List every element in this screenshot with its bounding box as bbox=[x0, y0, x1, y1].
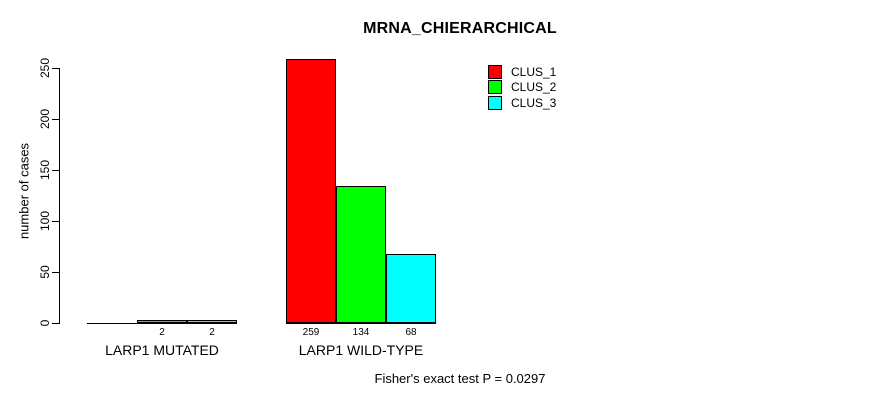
legend: CLUS_1 CLUS_2 CLUS_3 bbox=[488, 64, 556, 111]
bar-clus-3-larp1-mutated bbox=[187, 320, 237, 323]
y-tick bbox=[52, 68, 59, 69]
legend-row-clus-1: CLUS_1 bbox=[488, 64, 556, 80]
group-baseline bbox=[87, 323, 237, 324]
group-baseline bbox=[286, 323, 436, 324]
group-label-larp1-wild-type: LARP1 WILD-TYPE bbox=[298, 342, 424, 358]
group-label-larp1-mutated: LARP1 MUTATED bbox=[105, 342, 219, 358]
y-tick-label: 250 bbox=[38, 57, 52, 79]
y-axis-line bbox=[59, 68, 60, 324]
legend-label: CLUS_3 bbox=[511, 95, 557, 110]
y-tick-label: 150 bbox=[38, 159, 52, 181]
y-tick-label: 50 bbox=[38, 265, 52, 279]
legend-row-clus-3: CLUS_3 bbox=[488, 95, 556, 111]
y-tick-label: 100 bbox=[38, 210, 52, 232]
legend-label: CLUS_2 bbox=[511, 80, 557, 95]
legend-label: CLUS_1 bbox=[511, 64, 557, 79]
y-tick bbox=[52, 323, 59, 324]
chart-title: MRNA_CHIERARCHICAL bbox=[363, 20, 557, 37]
bar-value-label: 2 bbox=[159, 327, 165, 338]
legend-row-clus-2: CLUS_2 bbox=[488, 80, 556, 96]
y-tick bbox=[52, 272, 59, 273]
legend-swatch-clus-1 bbox=[488, 64, 502, 79]
bar-value-label: 68 bbox=[405, 327, 417, 338]
y-tick bbox=[52, 170, 59, 171]
bar-value-label: 2 bbox=[209, 327, 215, 338]
y-tick-label: 200 bbox=[38, 108, 52, 130]
bar-value-label: 259 bbox=[302, 327, 320, 338]
bar-clus-2-larp1-wild-type bbox=[336, 186, 386, 323]
bar-clus-1-larp1-wild-type bbox=[286, 59, 336, 323]
y-tick bbox=[52, 221, 59, 222]
y-tick bbox=[52, 119, 59, 120]
legend-swatch-clus-2 bbox=[488, 80, 502, 95]
annotation-text: Fisher's exact test P = 0.0297 bbox=[374, 371, 546, 386]
legend-swatch-clus-3 bbox=[488, 95, 502, 110]
y-tick-label: 0 bbox=[38, 319, 52, 327]
bar-clus-3-larp1-wild-type bbox=[386, 254, 436, 323]
bar-clus-2-larp1-mutated bbox=[137, 320, 187, 323]
bar-value-label: 134 bbox=[352, 327, 370, 338]
